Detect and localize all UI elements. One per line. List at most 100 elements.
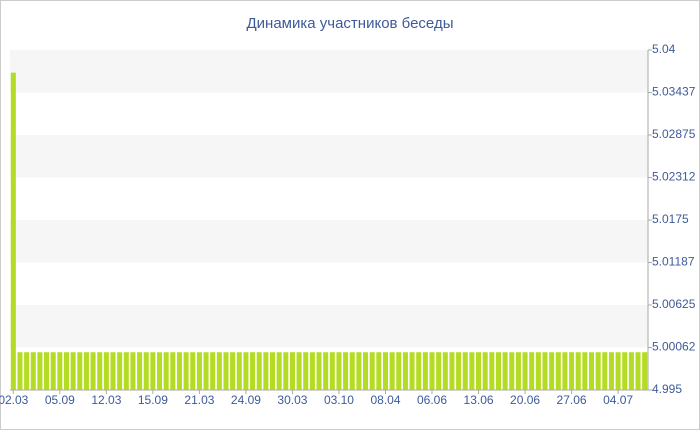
y-tick-label: 5.02312 (652, 170, 696, 184)
bar (535, 352, 541, 390)
bar (502, 352, 508, 390)
bar (17, 352, 23, 390)
bar (396, 352, 402, 390)
bar (303, 352, 309, 390)
bar (429, 352, 435, 390)
bar (230, 352, 236, 390)
bar (250, 352, 256, 390)
bar (30, 352, 36, 390)
bar (24, 352, 30, 390)
bar (588, 352, 595, 390)
bar (190, 352, 196, 390)
bar (90, 352, 96, 390)
x-tick-label: 05.09 (45, 393, 75, 407)
bar (216, 352, 222, 390)
bar (562, 352, 568, 390)
bar (110, 352, 116, 390)
bar (456, 352, 462, 390)
bar (97, 352, 103, 390)
bar (276, 352, 282, 390)
bar (143, 352, 149, 390)
bar (183, 352, 189, 390)
bar (263, 352, 269, 390)
bar (289, 352, 295, 390)
bar (449, 352, 455, 390)
bar (515, 352, 521, 390)
bar (529, 352, 535, 390)
bar (469, 352, 475, 390)
bar (363, 352, 369, 390)
bar (236, 352, 242, 390)
bar (103, 352, 109, 390)
bar (409, 352, 415, 390)
bar (555, 352, 561, 390)
bar (608, 352, 614, 390)
bar (63, 352, 70, 390)
bar (83, 352, 89, 390)
bar (163, 352, 169, 390)
bar (196, 352, 202, 390)
bar (615, 352, 621, 390)
x-tick-label: 02.03 (0, 393, 29, 407)
x-tick-label: 15.09 (138, 393, 168, 407)
bar (509, 352, 515, 390)
bar (622, 352, 628, 390)
bar (628, 352, 634, 390)
y-tick-label: 5.02875 (652, 127, 696, 141)
bar (442, 352, 448, 390)
bar (462, 352, 468, 390)
bar (176, 352, 182, 390)
bar (635, 352, 641, 390)
bar (283, 352, 289, 390)
bar (402, 352, 408, 390)
chart-title: Динамика участников беседы (247, 15, 454, 32)
bar (582, 352, 588, 390)
x-tick-label: 21.03 (184, 393, 214, 407)
bar (495, 352, 501, 390)
bar (50, 352, 56, 390)
x-tick-label: 12.03 (91, 393, 121, 407)
y-tick-label: 5.03437 (652, 85, 696, 99)
grid-band (10, 135, 648, 178)
bar (44, 352, 50, 390)
grid-band (10, 50, 648, 93)
x-tick-label: 13.06 (464, 393, 494, 407)
bar (595, 352, 601, 390)
grid-band (10, 220, 648, 263)
bar (323, 352, 329, 390)
x-tick-label: 08.04 (370, 393, 400, 407)
bar (416, 352, 422, 390)
bar (223, 352, 229, 390)
bar (349, 352, 355, 390)
bar (269, 352, 276, 390)
x-tick-label: 06.06 (417, 393, 447, 407)
bar (549, 352, 555, 390)
bar (316, 352, 322, 390)
bar (389, 352, 395, 390)
x-tick-label: 30.03 (277, 393, 307, 407)
bar (157, 352, 163, 390)
x-tick-label: 20.06 (510, 393, 540, 407)
bar (309, 352, 315, 390)
bar (256, 352, 262, 390)
grid-band (10, 305, 648, 348)
bar (602, 352, 608, 390)
bar (150, 352, 156, 390)
bar (336, 352, 342, 390)
bar (329, 352, 335, 390)
y-tick-label: 5.04 (652, 42, 676, 56)
bar (130, 352, 136, 390)
x-tick-label: 24.09 (231, 393, 261, 407)
bar (117, 352, 123, 390)
x-tick-label: 27.06 (557, 393, 587, 407)
bar (542, 352, 548, 390)
bar (489, 352, 495, 390)
bar (77, 352, 83, 390)
y-tick-label: 5.01187 (652, 255, 695, 269)
y-tick-label: 4.995 (652, 382, 682, 396)
x-tick-label: 03.10 (324, 393, 354, 407)
bar (10, 72, 16, 391)
bar (243, 352, 249, 390)
bar (70, 352, 76, 390)
y-tick-label: 5.00062 (652, 340, 696, 354)
